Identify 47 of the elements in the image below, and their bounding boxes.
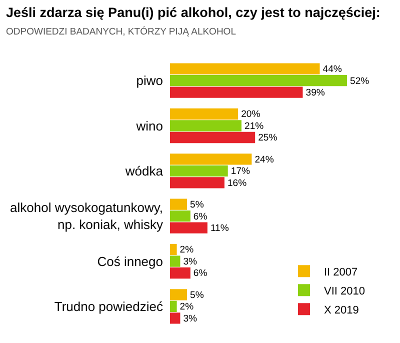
data-label: 5% [190, 200, 204, 211]
bar [170, 75, 347, 86]
data-label: 24% [254, 154, 274, 166]
chart-title: Jeśli zdarza się Panu(i) pić alkohol, czy jest to najczęściej: [6, 5, 380, 20]
legend-label: X 2019 [324, 304, 359, 316]
bar [170, 165, 228, 176]
bar [170, 132, 256, 144]
bar [170, 154, 252, 165]
data-label: 20% [241, 109, 261, 120]
legend-label: VII 2010 [324, 285, 365, 298]
data-label: 16% [227, 178, 248, 189]
bar [170, 256, 180, 267]
data-label: 6% [193, 268, 208, 280]
bar [170, 198, 188, 210]
bar [170, 86, 303, 98]
bar [170, 289, 188, 300]
data-label: 17% [230, 166, 250, 178]
data-label: 2% [180, 244, 194, 256]
data-label: 6% [193, 211, 208, 222]
bar [170, 63, 320, 74]
y-tick-label: alkohol wysokogatunkowy, np. koniak, whisky [10, 200, 164, 232]
data-label: 44% [322, 64, 342, 76]
data-label: 52% [350, 76, 370, 87]
bar [170, 312, 180, 324]
y-tick-label: piwo [136, 73, 163, 88]
bar [170, 300, 177, 312]
legend-label: II 2007 [324, 266, 358, 278]
data-label: 2% [180, 302, 194, 313]
data-label: 21% [244, 120, 264, 132]
bar [170, 210, 190, 222]
data-label: 5% [190, 290, 204, 301]
y-tick-label: wino [135, 118, 163, 134]
data-label: 3% [183, 313, 198, 324]
bar [170, 120, 242, 132]
chart-subtitle: ODPOWIEDZI BADANYCH, KTÓRZY PIJĄ ALKOHOL [6, 26, 236, 38]
y-tick-label: Coś innego [97, 254, 163, 269]
data-label: 25% [258, 132, 278, 144]
bar [170, 267, 190, 279]
bar [170, 244, 177, 256]
bar [170, 222, 208, 234]
y-tick-label: Trudno powiedzieć [54, 298, 164, 314]
data-label: 39% [306, 88, 326, 99]
data-label: 3% [183, 256, 198, 268]
bar [170, 108, 238, 120]
y-tick-label: wódka [124, 163, 164, 178]
bar [170, 177, 224, 188]
data-label: 11% [210, 223, 230, 234]
